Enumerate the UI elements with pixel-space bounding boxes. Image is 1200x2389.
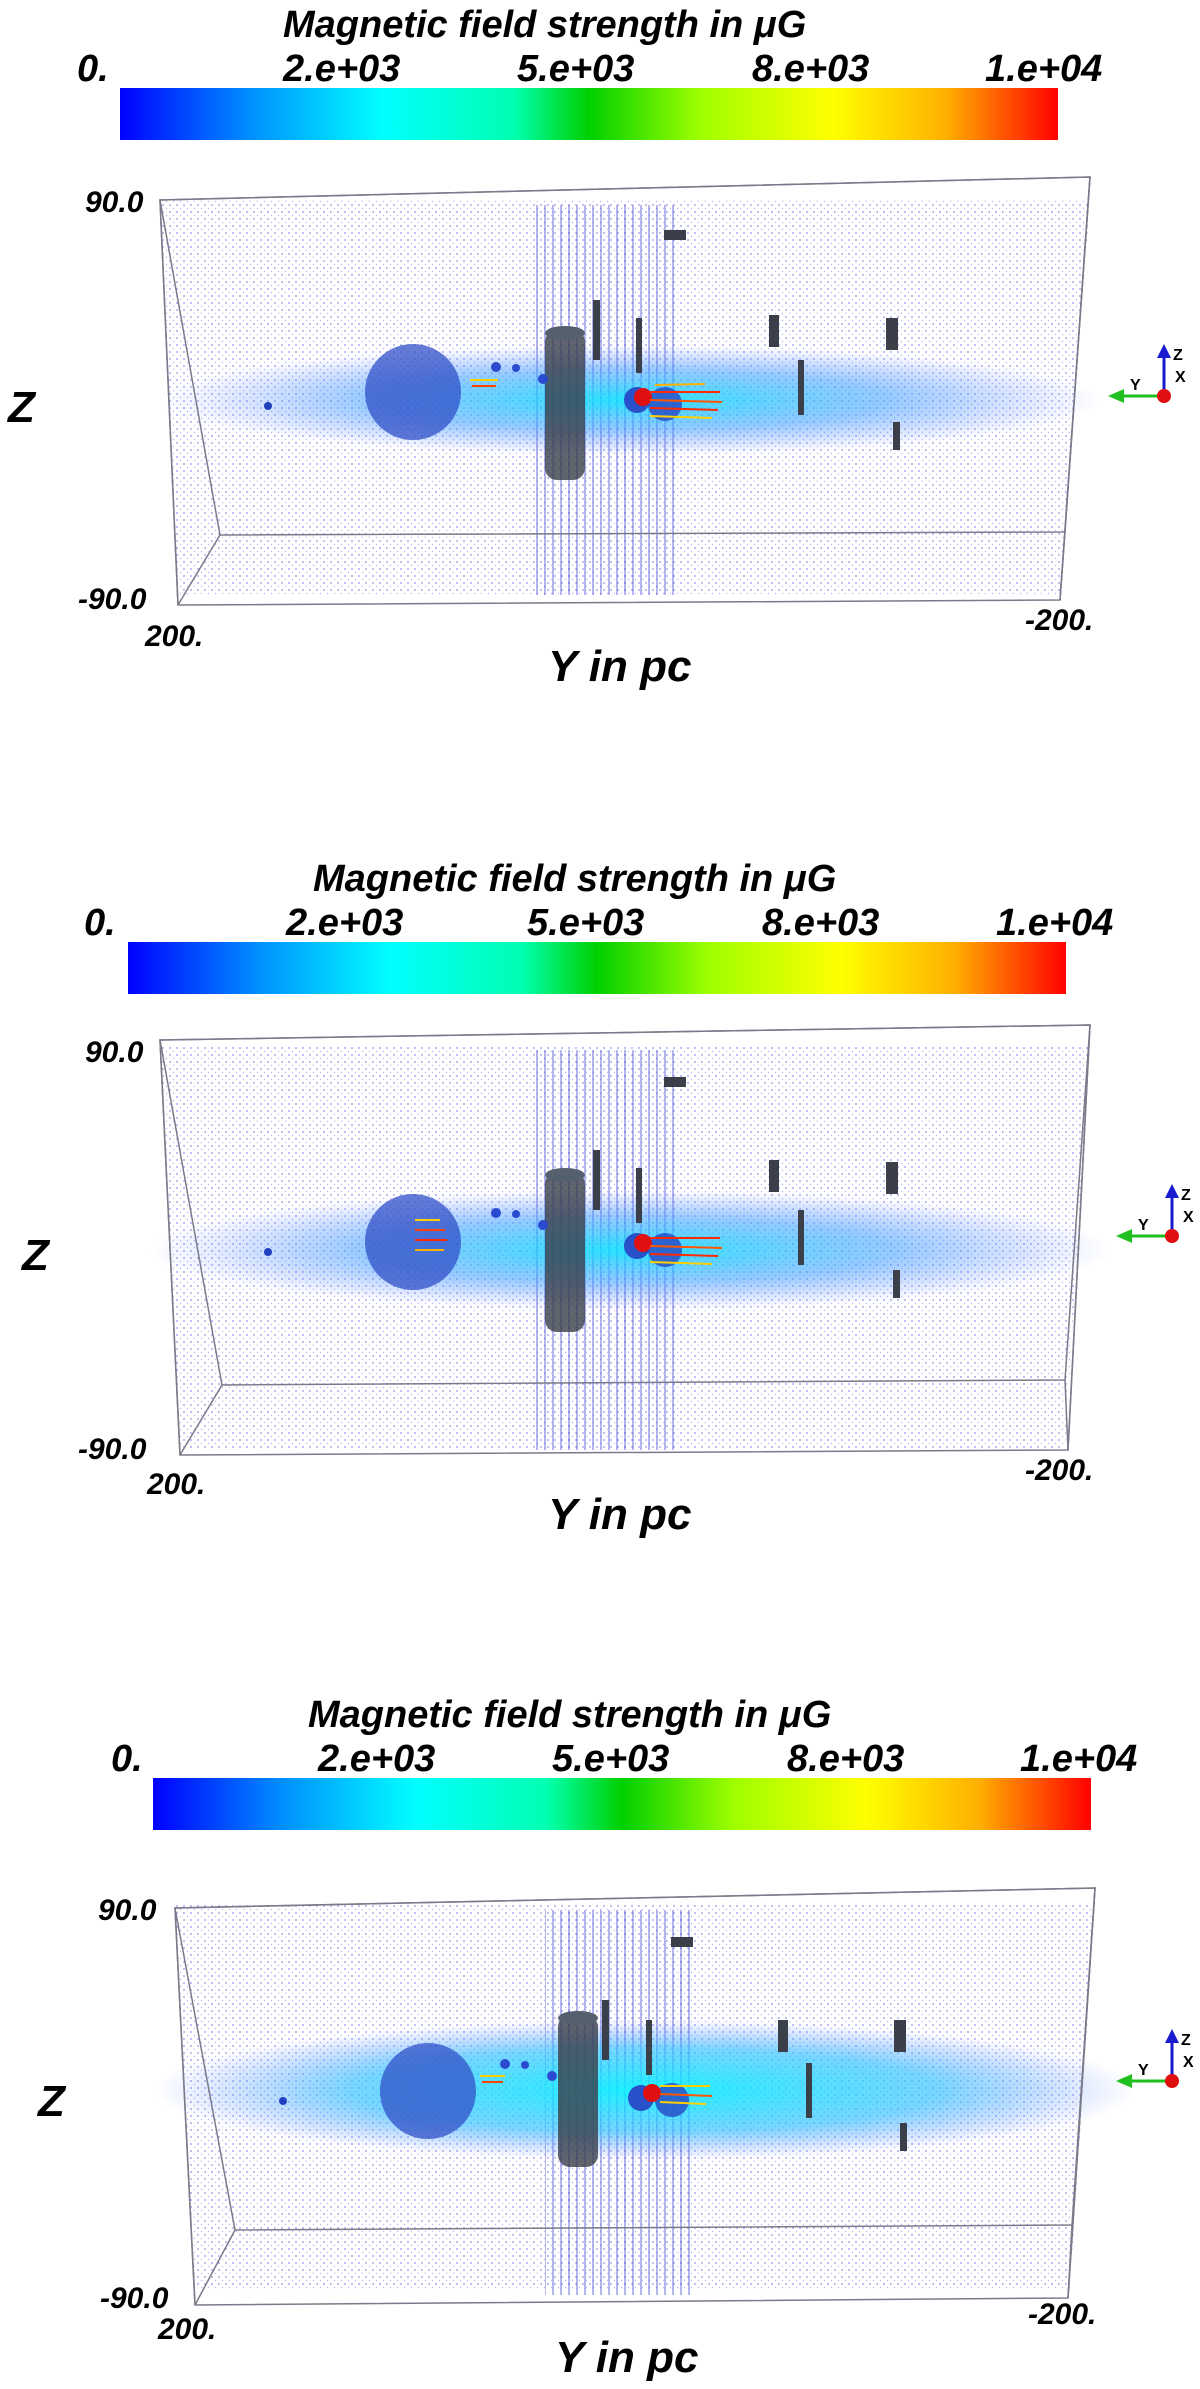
colorbar-title: Magnetic field strength in μG	[283, 4, 807, 46]
y-right-label: -200.	[1028, 2298, 1097, 2331]
colorbar-title: Magnetic field strength in μG	[308, 1694, 832, 1736]
panel-1: Magnetic field strength in μG 0. 2.e+03 …	[0, 0, 1200, 800]
colorbar	[128, 942, 1066, 994]
z-max-label: 90.0	[85, 186, 144, 219]
y-left-label: 200.	[158, 2313, 217, 2346]
y-left-label: 200.	[145, 620, 204, 653]
y-right-label: -200.	[1025, 1454, 1094, 1487]
y-left-label: 200.	[147, 1468, 206, 1501]
dark-objects	[593, 230, 900, 450]
colorbar-tick-1: 2.e+03	[318, 1738, 436, 1780]
z-max-label: 90.0	[85, 1036, 144, 1069]
orient-z-label: Z	[1173, 347, 1183, 364]
box-wireframe	[174, 1887, 1096, 2306]
large-sphere	[380, 2043, 476, 2139]
z-axis-label: Z	[38, 2077, 65, 2126]
box-wireframe	[159, 1024, 1091, 1456]
z-axis-label: Z	[8, 383, 35, 432]
orient-x-label: X	[1175, 369, 1186, 386]
colorbar-tick-0: 0.	[77, 48, 109, 90]
dark-objects	[602, 1937, 907, 2151]
large-sphere	[365, 1194, 461, 1290]
colorbar-tick-2: 5.e+03	[527, 902, 645, 944]
panel-3: Magnetic field strength in μG 0. 2.e+03 …	[0, 1680, 1200, 2389]
central-cylinder	[545, 1168, 585, 1332]
y-axis-label: Y in pc	[548, 1490, 692, 1539]
colorbar-title: Magnetic field strength in μG	[313, 858, 837, 900]
colorbar-tick-0: 0.	[111, 1738, 143, 1780]
colorbar-tick-2: 5.e+03	[517, 48, 635, 90]
colorbar-tick-1: 2.e+03	[283, 48, 401, 90]
y-axis-label: Y in pc	[548, 642, 692, 691]
colorbar-tick-0: 0.	[84, 902, 116, 944]
orient-y-label: Y	[1138, 2062, 1149, 2079]
y-axis-label: Y in pc	[555, 2333, 699, 2382]
field-vectors	[415, 1219, 723, 1265]
y-right-label: -200.	[1025, 604, 1094, 637]
z-max-label: 90.0	[98, 1894, 157, 1927]
central-cylinder	[558, 2011, 598, 2167]
orient-y-label: Y	[1138, 1217, 1149, 1234]
z-axis-label: Z	[22, 1231, 49, 1280]
orientation-axes: Z X Y	[1116, 2029, 1194, 2088]
colorbar-tick-3: 8.e+03	[752, 48, 870, 90]
colorbar-tick-4: 1.e+04	[985, 48, 1103, 90]
colorbar-tick-4: 1.e+04	[996, 902, 1114, 944]
z-min-label: -90.0	[78, 1433, 147, 1466]
colorbar-tick-3: 8.e+03	[787, 1738, 905, 1780]
dark-objects	[593, 1077, 900, 1298]
field-vectors	[470, 379, 723, 419]
scene-box	[159, 176, 1100, 606]
z-min-label: -90.0	[100, 2282, 169, 2315]
box-wireframe	[159, 176, 1091, 606]
colorbar	[120, 88, 1058, 140]
colorbar-tick-4: 1.e+04	[1020, 1738, 1138, 1780]
central-cylinder	[545, 326, 585, 480]
z-min-label: -90.0	[78, 583, 147, 616]
red-marker	[634, 1234, 652, 1252]
orientation-axes: Z X Y	[1116, 1184, 1194, 1243]
orientation-axes: Z X Y	[1108, 344, 1186, 403]
colorbar-tick-3: 8.e+03	[762, 902, 880, 944]
colorbar-tick-2: 5.e+03	[552, 1738, 670, 1780]
orient-x-label: X	[1183, 1209, 1194, 1226]
scene-box	[150, 1024, 1110, 1456]
orient-z-label: Z	[1181, 1187, 1191, 1204]
panel-2: Magnetic field strength in μG 0. 2.e+03 …	[0, 850, 1200, 1650]
scene-box	[155, 1887, 1135, 2306]
orient-z-label: Z	[1181, 2032, 1191, 2049]
field-vectors	[480, 2075, 713, 2105]
large-sphere	[365, 344, 461, 440]
colorbar-tick-1: 2.e+03	[286, 902, 404, 944]
colorbar	[153, 1778, 1091, 1830]
orient-y-label: Y	[1130, 377, 1141, 394]
red-marker	[634, 388, 652, 406]
orient-x-label: X	[1183, 2054, 1194, 2071]
red-marker	[643, 2084, 661, 2102]
